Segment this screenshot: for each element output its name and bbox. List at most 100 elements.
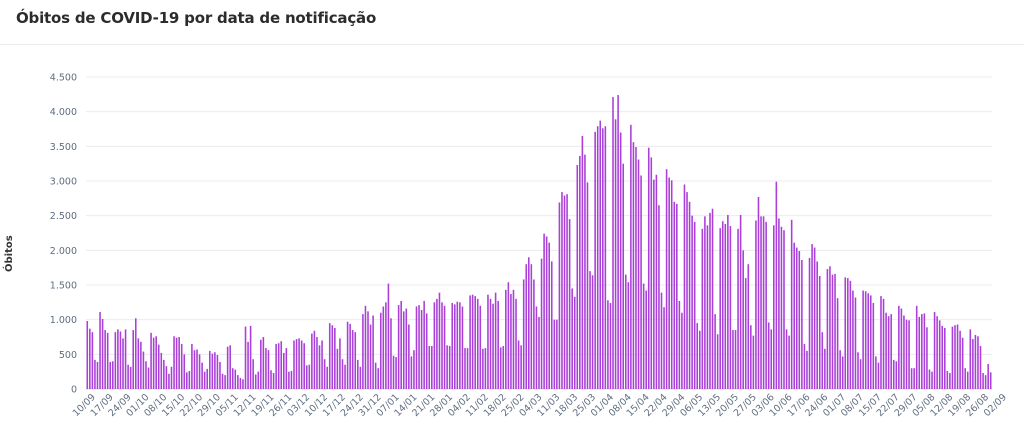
bar xyxy=(326,366,328,389)
bar xyxy=(142,351,145,389)
bar xyxy=(765,221,767,389)
bar xyxy=(854,297,857,389)
bar xyxy=(941,325,944,389)
bar xyxy=(86,321,89,389)
bar xyxy=(839,350,841,389)
bar xyxy=(918,316,921,389)
bar xyxy=(742,250,744,389)
bar xyxy=(137,338,140,389)
bar xyxy=(265,348,267,389)
bar xyxy=(732,330,734,389)
bar xyxy=(895,361,898,389)
bar xyxy=(561,192,563,389)
bar xyxy=(492,303,494,389)
bar xyxy=(936,316,938,389)
bar xyxy=(336,348,339,389)
bar xyxy=(617,95,619,389)
bar xyxy=(882,298,885,389)
bar xyxy=(346,321,349,389)
bar xyxy=(510,294,512,389)
bar xyxy=(931,371,933,389)
bar xyxy=(928,369,931,389)
bar xyxy=(921,314,923,389)
bar xyxy=(566,194,568,389)
bar xyxy=(747,264,750,389)
bar xyxy=(257,371,260,389)
bar xyxy=(244,326,247,389)
y-tick-label: 2.000 xyxy=(50,246,77,257)
bar xyxy=(313,330,316,389)
bar xyxy=(984,375,987,389)
bar xyxy=(479,305,482,389)
y-tick-label: 3.000 xyxy=(50,177,77,188)
bar xyxy=(954,325,956,389)
bar xyxy=(721,221,724,389)
bar xyxy=(571,288,573,389)
bar xyxy=(331,325,334,389)
bar xyxy=(752,335,755,389)
bar xyxy=(395,357,397,389)
bar xyxy=(923,313,926,389)
bar xyxy=(517,340,520,389)
bar xyxy=(903,315,905,389)
bar xyxy=(226,346,229,389)
bar xyxy=(943,327,946,389)
bar xyxy=(191,343,193,389)
bar xyxy=(270,370,272,389)
bar xyxy=(382,306,385,389)
bar xyxy=(147,367,150,389)
bar xyxy=(163,359,165,389)
bar xyxy=(951,326,954,389)
bar xyxy=(773,225,775,389)
bar xyxy=(170,366,173,389)
bar xyxy=(420,309,423,389)
bar xyxy=(489,298,492,389)
bar xyxy=(254,374,257,389)
bar xyxy=(961,337,964,389)
bar xyxy=(522,279,525,389)
bar xyxy=(750,325,752,389)
bar xyxy=(905,319,908,389)
bar xyxy=(880,296,882,389)
bar xyxy=(591,275,594,389)
bar xyxy=(239,377,242,389)
bar xyxy=(410,356,413,389)
y-tick-label: 1.000 xyxy=(50,315,77,326)
bar xyxy=(505,289,507,389)
bar xyxy=(627,282,630,389)
bar xyxy=(650,157,653,389)
bar xyxy=(104,330,106,389)
bar xyxy=(122,338,124,389)
bar xyxy=(701,228,704,389)
bar xyxy=(354,332,357,389)
bar xyxy=(949,373,951,389)
bar xyxy=(818,275,821,389)
bar xyxy=(714,314,716,389)
bar xyxy=(841,356,844,389)
y-tick-label: 0 xyxy=(71,385,77,396)
bar xyxy=(538,316,540,389)
bar xyxy=(124,329,127,389)
bar xyxy=(762,216,765,389)
chart-title: Óbitos de COVID-19 por data de notificaç… xyxy=(16,9,377,27)
bar xyxy=(584,154,586,389)
bar xyxy=(770,329,773,389)
bar xyxy=(431,346,433,389)
bar xyxy=(351,330,354,389)
y-tick-label: 4.000 xyxy=(50,107,77,118)
bar xyxy=(775,181,778,389)
bar xyxy=(91,332,94,389)
bar xyxy=(466,348,469,389)
bar xyxy=(328,323,331,389)
bar xyxy=(114,332,117,389)
bar xyxy=(729,226,732,389)
bar xyxy=(709,212,711,389)
bar xyxy=(589,271,591,389)
bar xyxy=(660,292,663,389)
bar xyxy=(400,300,402,389)
bar xyxy=(864,291,867,389)
bar xyxy=(545,236,548,389)
bar xyxy=(847,278,849,389)
bar xyxy=(433,302,436,389)
